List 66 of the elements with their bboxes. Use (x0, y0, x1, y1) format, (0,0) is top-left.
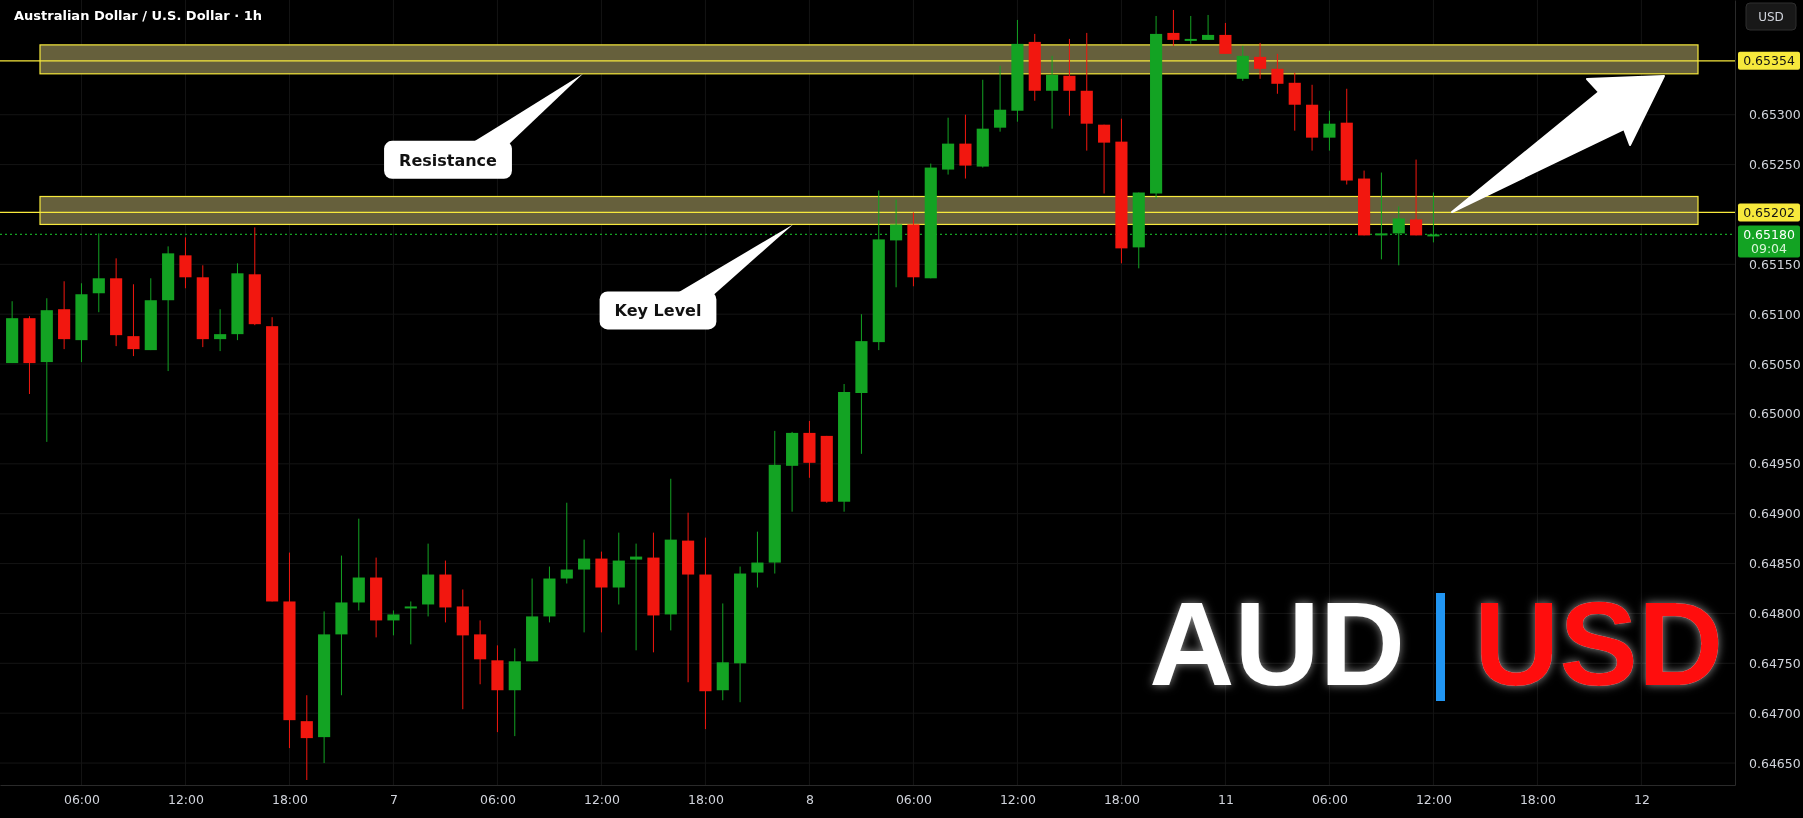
x-tick-label: 06:00 (479, 791, 516, 807)
x-tick-label: 8 (805, 791, 814, 807)
candlestick (1236, 45, 1249, 82)
x-tick-label: 18:00 (1519, 791, 1556, 807)
candlestick (1167, 9, 1180, 47)
y-tick-label: 0.64750 (1749, 655, 1801, 671)
candlestick (959, 114, 972, 180)
candlestick (1063, 38, 1076, 117)
y-tick-label: 0.65050 (1749, 356, 1801, 372)
candlestick (1323, 110, 1336, 152)
annotation: USD (1474, 578, 1724, 710)
candlestick (630, 543, 643, 651)
y-tick-label: 0.64900 (1749, 506, 1801, 522)
candlestick (1219, 22, 1232, 55)
candlestick (994, 65, 1007, 133)
ref-line-label: 0.65354 (1743, 53, 1795, 69)
x-tick-label: 06:00 (63, 791, 101, 807)
candlestick (127, 283, 140, 357)
y-tick-label: 0.64650 (1749, 755, 1801, 771)
x-tick-label: 18:00 (271, 791, 309, 807)
x-tick-label: 7 (389, 791, 398, 807)
x-tick-label: 12:00 (999, 791, 1036, 807)
candlestick (214, 308, 227, 352)
y-tick-label: 0.64800 (1749, 605, 1801, 621)
x-tick-label: 12:00 (1415, 791, 1452, 807)
candlestick (1184, 15, 1197, 45)
y-tick-label: 0.64700 (1749, 705, 1801, 721)
candlestick (404, 600, 417, 645)
y-tick-label: 0.64950 (1749, 456, 1801, 472)
y-tick-label: 0.64850 (1749, 556, 1801, 572)
text: 09:04 (1750, 241, 1788, 257)
x-tick-label: 06:00 (1311, 791, 1348, 807)
candlestick (179, 236, 192, 289)
candlestick (1046, 55, 1059, 130)
y-tick-label: 0.65300 (1749, 107, 1801, 123)
x-tick-label: 11 (1217, 791, 1234, 807)
candlestick (1271, 53, 1284, 95)
candlestick (1254, 42, 1267, 80)
x-tick-label: 12 (1633, 791, 1650, 807)
annotation: Resistance (399, 150, 498, 170)
candlestick (300, 694, 313, 781)
x-tick-label: 12:00 (583, 791, 620, 807)
y-axis-title: USD (1758, 10, 1784, 24)
annotation: Key Level (614, 301, 702, 321)
candlestick (751, 531, 764, 588)
x-tick-label: 18:00 (1103, 791, 1140, 807)
y-tick-label: 0.65000 (1749, 406, 1801, 422)
ref-line-label: 0.65180 (1743, 226, 1795, 242)
annotation: AUD (1149, 578, 1405, 710)
y-tick-label: 0.65150 (1749, 256, 1801, 272)
candlestick (1375, 172, 1388, 260)
ref-line-label: 0.65202 (1743, 204, 1795, 220)
x-tick-label: 18:00 (687, 791, 724, 807)
candlestick (1410, 159, 1423, 236)
x-tick-label: 06:00 (895, 791, 932, 807)
candlestick (560, 502, 573, 585)
candlestick (1202, 14, 1215, 41)
candlestick (387, 609, 400, 636)
candlestick (1288, 72, 1301, 132)
x-tick-label: 12:00 (167, 791, 205, 807)
candlestick (1098, 124, 1111, 195)
candlestick (890, 198, 903, 288)
y-tick-label: 0.65100 (1749, 306, 1801, 322)
text: Australian Dollar / U.S. Dollar · 1h (14, 8, 262, 23)
candlestick (578, 539, 591, 633)
y-tick-label: 0.65250 (1749, 157, 1801, 173)
